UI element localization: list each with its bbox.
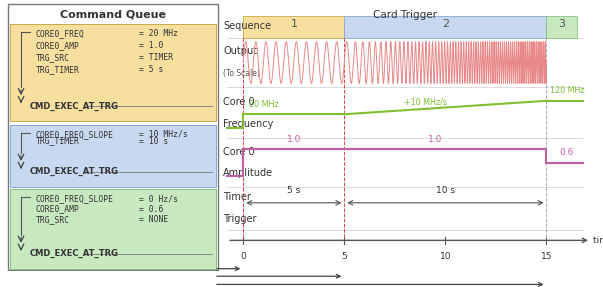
Text: = NONE: = NONE (139, 215, 168, 224)
Text: = 0 Hz/s: = 0 Hz/s (139, 194, 178, 203)
Bar (10, 24, 216, 121)
Text: 15: 15 (541, 253, 552, 261)
Text: Core 0: Core 0 (223, 147, 254, 157)
Text: = TIMER: = TIMER (139, 53, 173, 62)
Text: CORE0_AMP: CORE0_AMP (36, 205, 80, 214)
Text: 2: 2 (442, 19, 449, 29)
Text: Output: Output (223, 46, 257, 55)
Text: 3: 3 (558, 19, 565, 29)
Text: ◄5 s►: ◄5 s► (292, 194, 296, 195)
Text: TRG_SRC: TRG_SRC (36, 53, 70, 62)
Text: 10: 10 (440, 253, 451, 261)
Bar (244, 16, 344, 38)
Text: Sequence: Sequence (223, 21, 271, 31)
Text: TRG_SRC: TRG_SRC (36, 215, 70, 224)
Text: 1.0: 1.0 (428, 135, 443, 144)
Text: Command Queue: Command Queue (60, 10, 166, 20)
Text: 10 s: 10 s (436, 186, 455, 195)
Text: CMD_EXEC_AT_TRG: CMD_EXEC_AT_TRG (30, 167, 119, 177)
Text: time (s): time (s) (593, 236, 603, 245)
Text: CMD_EXEC_AT_TRG: CMD_EXEC_AT_TRG (30, 102, 119, 111)
Text: Core 0: Core 0 (223, 97, 254, 107)
Bar (10, 125, 216, 187)
Text: 20 MHz: 20 MHz (250, 100, 279, 109)
Text: = 5 s: = 5 s (139, 65, 163, 74)
Text: 120 MHz: 120 MHz (551, 86, 585, 96)
Text: = 1.0: = 1.0 (139, 41, 163, 50)
Text: Amplitude: Amplitude (223, 168, 273, 178)
Text: 0.6: 0.6 (560, 148, 574, 157)
Text: 1: 1 (290, 19, 297, 29)
Text: = 10 s: = 10 s (139, 137, 168, 146)
Bar (10, 189, 216, 269)
Text: (To Scale): (To Scale) (223, 69, 260, 78)
Text: TRG_TIMER: TRG_TIMER (36, 65, 80, 74)
Text: = 20 MHz: = 20 MHz (139, 29, 178, 38)
Text: CORE0_AMP: CORE0_AMP (36, 41, 80, 50)
Text: Trigger: Trigger (223, 214, 257, 224)
Text: 5: 5 (341, 253, 347, 261)
Text: 0: 0 (241, 253, 246, 261)
Text: Frequency: Frequency (223, 119, 274, 129)
Text: Card Trigger: Card Trigger (373, 9, 437, 20)
Text: = 10 MHz/s: = 10 MHz/s (139, 130, 188, 139)
Text: CORE0_FREQ_SLOPE: CORE0_FREQ_SLOPE (36, 130, 114, 139)
Text: 1.0: 1.0 (286, 135, 301, 144)
Text: CORE0_FREQ: CORE0_FREQ (36, 29, 85, 38)
Text: +10 MHz/s: +10 MHz/s (403, 98, 447, 107)
Bar (546, 16, 576, 38)
Text: 5 s: 5 s (287, 186, 300, 195)
Bar (344, 16, 546, 38)
Text: CORE0_FREQ_SLOPE: CORE0_FREQ_SLOPE (36, 194, 114, 203)
Text: = 0.6: = 0.6 (139, 205, 163, 214)
Text: TRG_TIMER: TRG_TIMER (36, 137, 80, 146)
Text: Timer: Timer (223, 192, 251, 202)
Text: CMD_EXEC_AT_TRG: CMD_EXEC_AT_TRG (30, 249, 119, 258)
